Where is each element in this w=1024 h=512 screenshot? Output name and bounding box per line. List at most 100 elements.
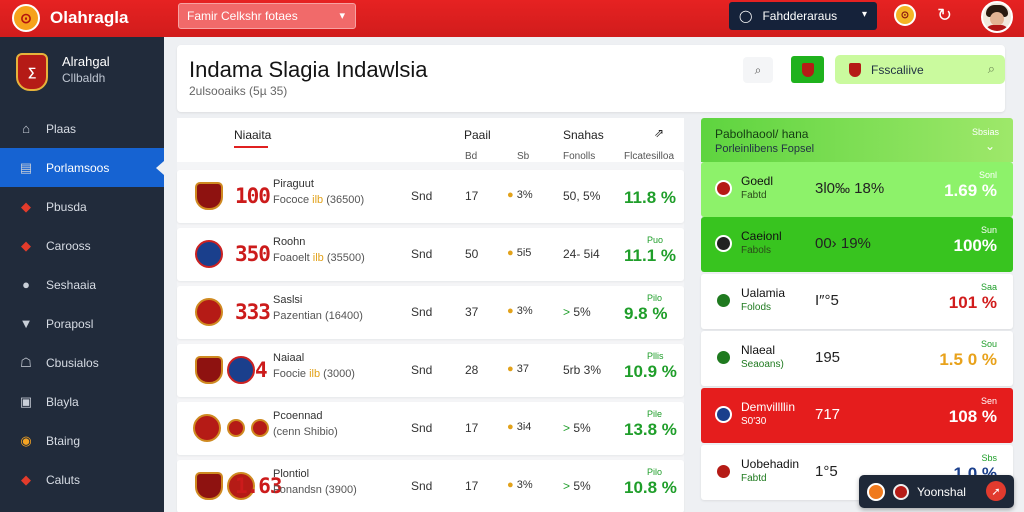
- active-tab-underline: [234, 146, 268, 148]
- meta-highlight: ilb: [309, 368, 321, 380]
- panel-row-label: Sonl: [978, 170, 997, 180]
- team-crest-icon: [227, 472, 255, 500]
- cell-form-value: 50, 5%: [563, 189, 601, 203]
- sub-column-header: Sb: [517, 151, 530, 162]
- table-row[interactable]: 333 Saslsi Pazentian (16400) Snd 37 ● 3% > 5% P…: [177, 286, 684, 339]
- panel-row-meta: Fabols: [741, 245, 772, 256]
- sidebar-item[interactable]: ● Seshaaia: [0, 265, 164, 304]
- team-meta: Foocie ilb (3000): [273, 368, 355, 380]
- cell-form-value: 5%: [573, 305, 591, 319]
- team-crest-icon: [195, 240, 223, 268]
- cell-status: Snd: [411, 305, 433, 319]
- tab-standings[interactable]: Niaaita: [234, 128, 272, 142]
- chevron-down-icon: ▾: [339, 10, 345, 22]
- table-row[interactable]: 1.63 Plontiol Fonandsn (3900) Snd 17 ● 3% > 5%…: [177, 460, 684, 512]
- sidebar-item-label: Seshaaia: [46, 277, 97, 292]
- sidebar-brand[interactable]: ∑ Alrahgal Cllbaldh: [16, 53, 110, 91]
- table-row[interactable]: 4 Naiaal Foocie ilb (3000) Snd 28 ● 37 5rb 3%…: [177, 344, 684, 397]
- search-toggle-button[interactable]: ⌕: [743, 57, 773, 83]
- panel-title: Pabolhaool/ hana: [715, 127, 809, 141]
- avatar[interactable]: [981, 1, 1013, 33]
- meta-count: (3900): [325, 484, 357, 496]
- panel-row[interactable]: Nlaeal Seaoans) 195 Sou 1.5 0 %: [701, 331, 1013, 386]
- meta-highlight: ilb: [312, 252, 324, 264]
- cell-percent: 11.8 %: [624, 188, 676, 207]
- sidebar-item[interactable]: ▤ Porlamsoos: [0, 148, 164, 187]
- team-meta: Pazentian (16400): [273, 310, 363, 322]
- sidebar-item[interactable]: ▼ Poraposl: [0, 304, 164, 343]
- cell-form: > 5%: [563, 421, 591, 435]
- sidebar-item[interactable]: ◆ Caluts: [0, 460, 164, 499]
- cell-rate: ● 3%: [507, 479, 533, 491]
- crest-icon: [849, 62, 861, 77]
- table-row[interactable]: 100 Piraguut Fococe ilb (36500) Snd 17 ● 3% 5…: [177, 170, 684, 223]
- brand-subtitle: Cllbaldh: [62, 71, 106, 85]
- team-rank: 4: [255, 358, 268, 382]
- cell-rate: ● 3%: [507, 305, 533, 317]
- sidebar-item[interactable]: ◉ Btaing: [0, 421, 164, 460]
- panel-row-name: Demvillllin: [741, 400, 796, 414]
- home-icon: ⌂: [22, 121, 30, 136]
- open-icon[interactable]: ➚: [986, 481, 1006, 501]
- panel-row-stat: 195: [815, 349, 841, 366]
- table-row[interactable]: 350 Roohn Foaoelt ilb (35500) Snd 50 ● 5i5 24…: [177, 228, 684, 281]
- panel-row-name: Ualamia: [741, 286, 786, 300]
- featured-panel-header[interactable]: Pabolhaool/ hana Porleinlibens Fopsel Sb…: [701, 118, 1013, 162]
- arrow-icon: >: [563, 421, 571, 435]
- panel-row-stat: 00› 19%: [815, 235, 871, 252]
- app-logo-icon[interactable]: ⊙: [12, 4, 40, 32]
- panel-row-label: Sen: [980, 396, 997, 406]
- cell-played: 17: [465, 189, 479, 203]
- team-meta: Foaoelt ilb (35500): [273, 252, 365, 264]
- sidebar-item[interactable]: ☖ Cbusialos: [0, 343, 164, 382]
- panel-subtitle: Porleinlibens Fopsel: [715, 143, 815, 155]
- column-header[interactable]: Paail: [464, 128, 491, 142]
- sidebar-item[interactable]: ⌂ Plaas: [0, 109, 164, 148]
- cell-rate-value: 5i5: [516, 247, 532, 259]
- search-input[interactable]: Fsscaliive ⌕: [835, 55, 1005, 84]
- cell-played: 50: [465, 247, 479, 261]
- team-crest-icon: [227, 419, 245, 437]
- panel-row[interactable]: Ualamia Folods I″°5 Saa 101 %: [701, 274, 1013, 329]
- live-match-pill[interactable]: Yoonshal ➚: [859, 475, 1014, 508]
- league-select-label: Famir Celkshr fotaes: [187, 9, 298, 23]
- panel-row[interactable]: Demvillllin S0'30 717 Sen 108 %: [701, 388, 1013, 443]
- account-dropdown[interactable]: ◯ Fahdderaraus ▾: [729, 2, 877, 30]
- cell-played: 28: [465, 363, 479, 377]
- expand-icon[interactable]: ⇗: [654, 126, 665, 140]
- team-meta: Fococe ilb (36500): [273, 194, 364, 206]
- sidebar-item[interactable]: ◆ Carooss: [0, 226, 164, 265]
- cell-status: Snd: [411, 363, 433, 377]
- sidebar-item[interactable]: ◆ Pbusda: [0, 187, 164, 226]
- dot-icon: ●: [507, 421, 514, 433]
- refresh-icon[interactable]: ↻: [937, 5, 953, 25]
- league-select[interactable]: Famir Celkshr fotaes ▾: [178, 3, 356, 29]
- chevron-down-icon: ▾: [861, 9, 867, 20]
- sidebar-item-label: Porlamsoos: [46, 160, 110, 175]
- arrow-icon: >: [563, 479, 571, 493]
- column-header[interactable]: Snahas: [563, 128, 604, 142]
- panel-row[interactable]: Caeionl Fabols 00› 19% Sun 100%: [701, 217, 1013, 272]
- bank-icon: ☖: [20, 354, 32, 370]
- shield-icon: ◆: [21, 198, 31, 214]
- brand-name: Alrahgal: [62, 54, 110, 69]
- team-filter-button[interactable]: [791, 56, 824, 83]
- cell-rate: ● 37: [507, 363, 529, 375]
- panel-row[interactable]: Goedl Fabtd 3l0‰ 18% Sonl 1.69 %: [701, 162, 1013, 217]
- club-badge-icon[interactable]: ⊙: [894, 4, 916, 26]
- team-crest-icon: [715, 292, 732, 309]
- cell-form-value: 5%: [573, 479, 591, 493]
- team-crest-icon: [195, 298, 223, 326]
- sidebar-item[interactable]: ▣ Blayla: [0, 382, 164, 421]
- panel-row-stat: I″°5: [815, 292, 839, 309]
- meta-text: Fonandsn: [273, 484, 322, 496]
- meta-highlight: ilb: [312, 194, 324, 206]
- cell-small-label: Puo: [647, 235, 664, 245]
- cell-form: 50, 5%: [563, 189, 600, 203]
- panel-right-label: Sbsias: [971, 127, 999, 137]
- table-row[interactable]: Pcoennad (cenn Shibio) Snd 17 ● 3i4 > 5% Pile…: [177, 402, 684, 455]
- chart-icon: ▤: [19, 159, 33, 175]
- cell-rate: ● 3i4: [507, 421, 531, 433]
- team-name: Pcoennad: [273, 410, 323, 422]
- panel-row-stat: 1°5: [815, 463, 838, 480]
